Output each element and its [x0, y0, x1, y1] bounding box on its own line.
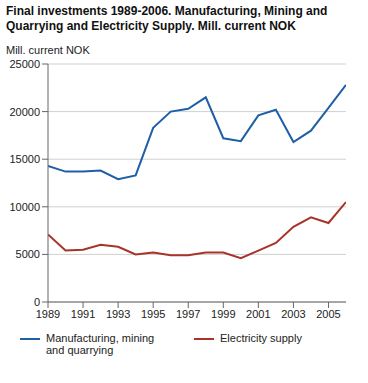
- html-text:Electricity supply: Electricity supply: [220, 332, 302, 344]
- svg-text:5000: 5000: [16, 248, 40, 260]
- svg-text:25000: 25000: [9, 58, 40, 70]
- svg-text:15000: 15000: [9, 153, 40, 165]
- svg-text:1997: 1997: [176, 308, 200, 320]
- svg-text:2001: 2001: [246, 308, 270, 320]
- svg-text:1999: 1999: [211, 308, 235, 320]
- svg-text:1991: 1991: [71, 308, 95, 320]
- svg-text:1989: 1989: [36, 308, 60, 320]
- svg-text:0: 0: [34, 296, 40, 308]
- svg-text:20000: 20000: [9, 106, 40, 118]
- html-text:Manufacturing, mining and quar: Manufacturing, mining and quarrying: [46, 332, 155, 356]
- svg-text:1995: 1995: [141, 308, 165, 320]
- html-text:Mill. current NOK: Mill. current NOK: [6, 44, 90, 56]
- svg-text:1993: 1993: [106, 308, 130, 320]
- svg-text:2005: 2005: [316, 308, 340, 320]
- svg-text:10000: 10000: [9, 201, 40, 213]
- html-text:Final investments 1989-2006. M: Final investments 1989-2006. Manufacturi…: [6, 4, 328, 33]
- svg-text:2003: 2003: [281, 308, 305, 320]
